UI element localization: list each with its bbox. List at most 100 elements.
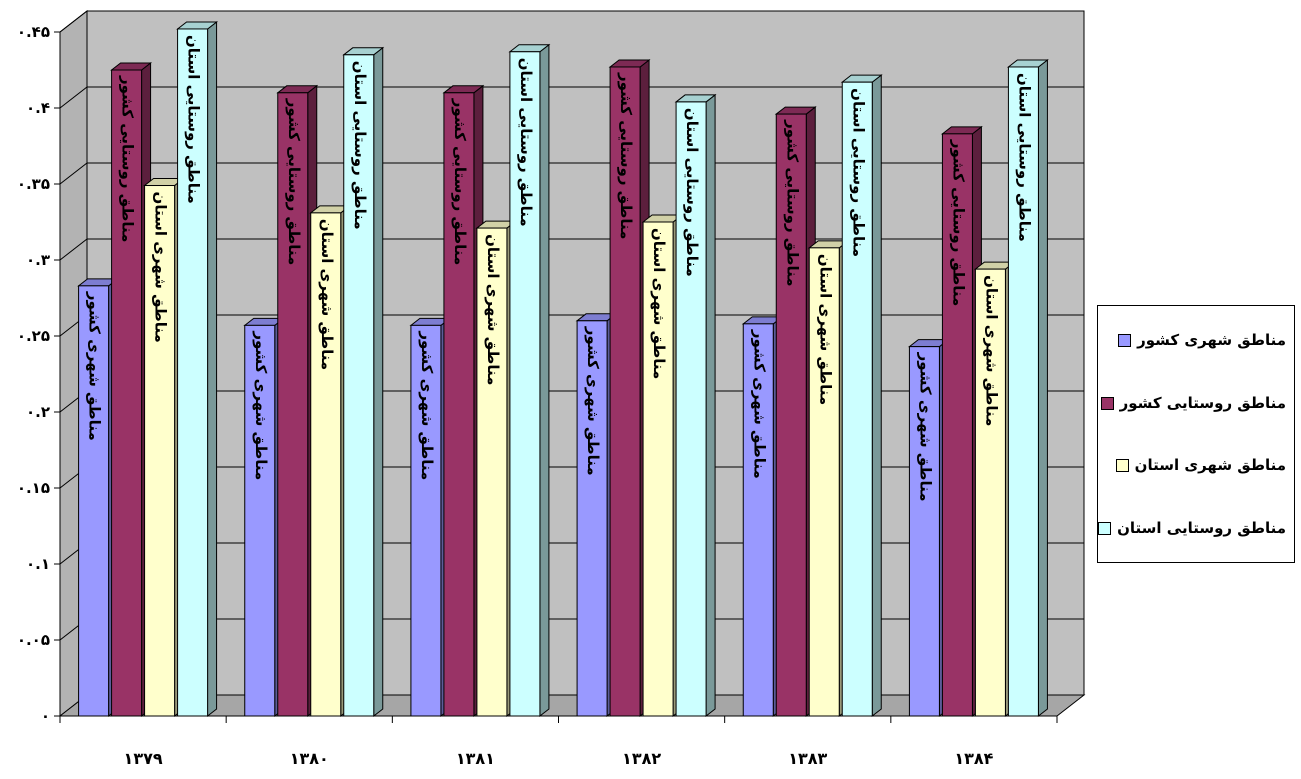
bar-label: مناطق روستایی کشور xyxy=(617,72,635,239)
bar-front xyxy=(78,285,110,717)
bar-front xyxy=(808,247,840,717)
legend-swatch xyxy=(1115,458,1129,472)
bar-front xyxy=(111,69,143,717)
legend-item-label: مناطق شهری استان xyxy=(1134,456,1286,474)
legend: مناطق شهری کشور مناطق روستایی کشور مناطق ش… xyxy=(1097,305,1295,563)
bar-label: مناطق روستایی کشور xyxy=(451,98,469,265)
category-label: ۱۳۸۲ xyxy=(622,749,661,768)
bar-front xyxy=(841,81,873,717)
bar: مناطق روستایی استان xyxy=(840,74,883,718)
legend-swatch xyxy=(1118,333,1132,347)
legend-swatch xyxy=(1098,521,1112,535)
y-tick-label: ۰.۱ xyxy=(26,555,50,573)
bar: مناطق روستایی استان xyxy=(342,46,385,718)
bar-label: مناطق شهری استان xyxy=(152,192,170,343)
bar-label: مناطق شهری کشور xyxy=(584,326,602,476)
y-tick-label: ۰.۴۵ xyxy=(17,23,50,41)
bar-label: مناطق شهری کشور xyxy=(418,330,436,480)
bar-label: مناطق روستایی کشور xyxy=(949,139,967,306)
bar-front xyxy=(642,221,674,717)
bar-front xyxy=(509,51,541,717)
legend-item: مناطق روستایی استان xyxy=(1098,519,1286,537)
y-tick-label: ۰.۲۵ xyxy=(17,327,50,345)
bar-label: مناطق روستایی استان xyxy=(683,108,701,277)
legend-item-label: مناطق شهری کشور xyxy=(1137,331,1286,349)
bar-front xyxy=(343,54,375,717)
bar-label: مناطق روستایی کشور xyxy=(783,119,801,286)
bar: مناطق شهری کشور xyxy=(575,312,618,718)
bar-label: مناطق روستایی استان xyxy=(185,35,203,204)
bar-front xyxy=(742,323,774,717)
y-axis: ۰ ۰.۰۵ ۰.۱ ۰.۱۵ ۰.۲ ۰.۲۵ ۰.۳ ۰.۳۵ ۰.۴ ۰.۴۵ xyxy=(17,23,61,725)
bar: مناطق روستایی استان xyxy=(674,93,717,718)
bar-label: مناطق روستایی کشور xyxy=(285,98,303,265)
legend-item: مناطق شهری استان xyxy=(1115,456,1286,474)
bar-label: مناطق شهری استان xyxy=(816,254,834,405)
bar-side xyxy=(373,46,384,718)
bar-front xyxy=(476,227,508,717)
bar: مناطق روستایی استان xyxy=(1006,58,1049,718)
bar-side xyxy=(207,20,218,718)
category-label: ۱۳۸۰ xyxy=(290,749,329,768)
y-tick-label: ۰.۴ xyxy=(26,99,50,117)
bar-label: مناطق روستایی استان xyxy=(351,61,369,230)
bar-label: مناطق روستایی کشور xyxy=(119,75,137,242)
bar-label: مناطق شهری استان xyxy=(650,228,668,379)
gridline xyxy=(59,162,1084,185)
bar-front xyxy=(941,133,973,717)
bar-label: مناطق شهری استان xyxy=(318,219,336,370)
y-tick-label: ۰ xyxy=(41,707,50,725)
bar-front xyxy=(410,324,442,717)
y-tick-label: ۰.۱۵ xyxy=(17,479,50,497)
category-label: ۱۳۸۱ xyxy=(456,749,495,768)
bar-label: مناطق شهری کشور xyxy=(916,352,934,502)
category-label: ۱۳۷۹ xyxy=(124,749,163,768)
bar-label: مناطق شهری کشور xyxy=(86,291,104,441)
bar: مناطق روستایی کشور xyxy=(608,58,651,718)
legend-item-label: مناطق روستایی کشور xyxy=(1119,394,1286,412)
bar: مناطق روستایی استان xyxy=(508,43,551,718)
bar-side xyxy=(1037,58,1048,718)
bar-front xyxy=(277,92,309,717)
y-tick-label: ۰.۲ xyxy=(26,403,50,421)
category-label: ۱۳۸۳ xyxy=(788,749,827,768)
legend-swatch xyxy=(1100,396,1114,410)
legend-item-label: مناطق روستایی استان xyxy=(1117,519,1286,537)
bar-front xyxy=(310,212,342,717)
bar-label: مناطق شهری استان xyxy=(982,275,1000,426)
gridline xyxy=(59,238,1084,261)
bar-label: مناطق روستایی استان xyxy=(517,58,535,227)
gridline xyxy=(59,86,1084,109)
bar-front xyxy=(443,92,475,717)
bar: مناطق روستایی استان xyxy=(176,20,219,718)
gridline xyxy=(59,10,1084,33)
legend-item: مناطق روستایی کشور xyxy=(1100,394,1286,412)
legend-item: مناطق شهری کشور xyxy=(1118,331,1286,349)
y-tick-label: ۰.۰۵ xyxy=(17,631,50,649)
bar-side xyxy=(871,74,882,718)
bar-label: مناطق شهری کشور xyxy=(750,329,768,479)
bar-side xyxy=(539,43,550,718)
bar-label: مناطق شهری استان xyxy=(484,234,502,385)
bar-front xyxy=(144,185,176,717)
x-axis: ۱۳۷۹ ۱۳۸۰ ۱۳۸۱ ۱۳۸۲ ۱۳۸۳ ۱۳۸۴ xyxy=(59,715,1058,768)
bar-front xyxy=(1007,66,1039,717)
bar-side xyxy=(705,93,716,718)
category-label: ۱۳۸۴ xyxy=(954,749,993,768)
bar-front xyxy=(974,268,1006,717)
bar-front xyxy=(177,28,209,717)
bar-front xyxy=(576,320,608,717)
bar-front xyxy=(609,66,641,717)
bar-label: مناطق روستایی استان xyxy=(1015,73,1033,242)
bar-front xyxy=(775,113,807,717)
y-tick-label: ۰.۳۵ xyxy=(17,175,50,193)
bar-front xyxy=(244,324,276,717)
bar-front xyxy=(675,101,707,717)
bar: مناطق شهری استان xyxy=(143,177,186,718)
bar-label: مناطق روستایی استان xyxy=(849,88,867,257)
bar-label: مناطق شهری کشور xyxy=(252,330,270,480)
bar-front xyxy=(908,346,940,717)
bars: مناطق شهری کشور مناطق روستایی کشور مناطق ش… xyxy=(77,20,1049,718)
y-tick-label: ۰.۳ xyxy=(26,251,50,269)
